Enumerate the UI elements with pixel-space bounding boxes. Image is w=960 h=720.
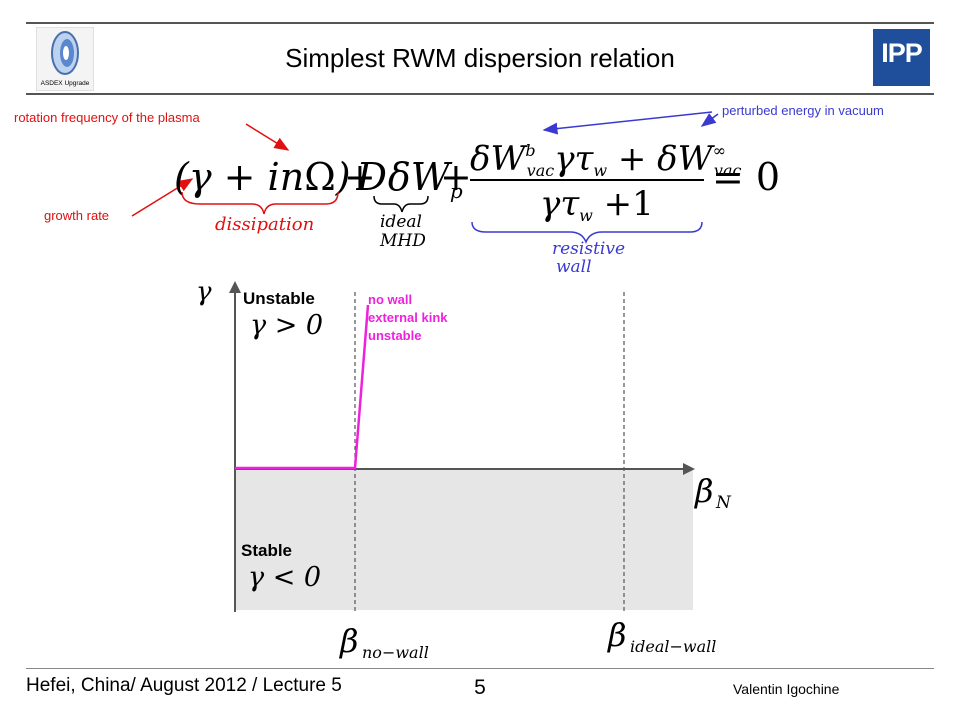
unstable-condition: γ > 0 [250,310,323,341]
footer-lecture-info: Hefei, China/ August 2012 / Lecture 5 [26,675,342,696]
footer-author: Valentin Igochine [733,681,840,697]
wall-label: wall [556,257,592,277]
stable-region [235,470,693,610]
page-title: Simplest RWM dispersion relation [285,43,675,73]
dissipation-label: dissipation [215,214,314,235]
ipp-logo: IPP [873,29,930,86]
beta-ideal-wall-symbol: β [607,616,627,654]
rotation-annotation: rotation frequency of the plasma [14,110,200,125]
vacuum-arrow-2 [700,113,719,127]
unstable-label: Unstable [243,289,315,308]
vacuum-annotation: perturbed energy in vacuum [722,103,884,118]
x-axis-symbol: β [694,472,714,510]
x-axis-subscript: N [715,493,732,513]
y-axis-arrowhead [229,281,241,293]
plus-sign: + [440,155,472,199]
stable-label: Stable [241,541,292,560]
resistive-label: resistive [552,239,625,259]
header-rule-top [26,22,934,24]
curve-label-line-2: external kink [368,310,448,325]
beta-no-wall-subscript: no−wall [362,643,429,662]
dissipation-brace [181,191,339,215]
header-rule-bottom [26,93,934,95]
ideal-brace [373,195,429,213]
ideal-label: ideal [380,212,422,232]
mhd-label: MHD [379,231,426,251]
rotation-arrow [245,123,290,151]
external-kink-curve [235,304,370,470]
growth-arrow [131,178,194,217]
growth-annotation: growth rate [44,208,110,223]
curve-label-line-1: no wall [368,292,412,307]
beta-ideal-wall-subscript: ideal−wall [630,637,716,656]
ipp-logo-text: IPP [881,38,923,68]
footer-rule [26,668,934,669]
y-axis-symbol: γ [196,277,212,307]
page-number: 5 [474,676,486,699]
equals-zero: = 0 [712,155,780,199]
asdex-upgrade-logo: ASDEX Upgrade [35,26,95,92]
beta-no-wall-symbol: β [339,622,359,660]
stable-condition: γ < 0 [248,562,321,593]
x-axis-arrowhead [683,463,695,475]
curve-label-line-3: unstable [368,328,421,343]
fraction-denominator: γτw +1 [540,184,654,225]
logo-left-text: ASDEX Upgrade [41,80,90,87]
dispersion-formula: (γ + inΩ) D + δWp + δWb vacγτw + δW∞ vac γτ… [131,111,780,277]
vacuum-arrow-1 [542,111,713,135]
ideal-term: + δWp [344,155,463,203]
resistive-brace [471,221,703,245]
